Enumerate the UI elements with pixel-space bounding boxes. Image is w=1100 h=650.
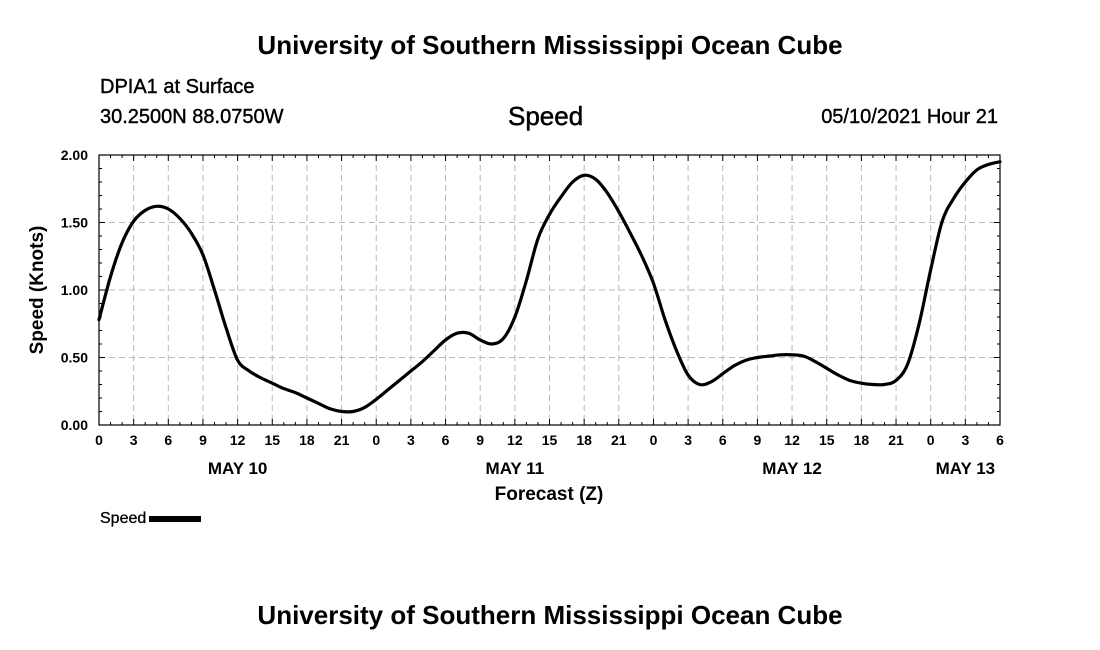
- y-tick-label: 2.00: [61, 147, 88, 163]
- station-label: DPIA1 at Surface: [100, 76, 255, 98]
- x-date-label: MAY 12: [762, 459, 822, 478]
- x-tick-label: 6: [442, 432, 450, 448]
- x-tick-label: 6: [164, 432, 172, 448]
- x-axis-label: Forecast (Z): [495, 484, 604, 505]
- x-tick-label: 0: [95, 432, 103, 448]
- x-tick-label: 12: [784, 432, 800, 448]
- x-tick-label: 21: [888, 432, 904, 448]
- x-tick-label: 18: [854, 432, 870, 448]
- x-tick-label: 18: [576, 432, 592, 448]
- x-tick-label: 15: [264, 432, 280, 448]
- axis-ticks: 0 3 6 9 12 15 18 21 0 3 6 9 12 15 18 21 0 3 6 9 12 15 18 21 0 3 6 0…: [61, 147, 1004, 478]
- x-tick-label: 0: [372, 432, 380, 448]
- y-tick-label: 0.50: [61, 350, 88, 366]
- y-tick-label: 1.00: [61, 282, 88, 298]
- x-tick-label: 12: [230, 432, 246, 448]
- series-line-speed: [97, 160, 1002, 414]
- forecast-datetime: 05/10/2021 Hour 21: [821, 106, 998, 128]
- x-tick-label: 15: [542, 432, 558, 448]
- legend-label: Speed: [100, 510, 147, 527]
- x-date-label: MAY 11: [486, 459, 545, 478]
- x-tick-label: 0: [650, 432, 658, 448]
- x-tick-label: 21: [334, 432, 350, 448]
- series-layer: [97, 160, 1002, 414]
- x-tick-label: 21: [611, 432, 627, 448]
- x-tick-label: 0: [927, 432, 935, 448]
- legend: Speed: [100, 510, 202, 528]
- x-date-label: MAY 13: [936, 459, 996, 478]
- footer-title: University of Southern Mississippi Ocean…: [257, 600, 843, 630]
- coordinates-label: 30.2500N 88.0750W: [100, 106, 284, 128]
- y-axis-label: Speed (Knots): [27, 226, 48, 355]
- page-title: University of Southern Mississippi Ocean…: [257, 30, 843, 60]
- x-tick-label: 15: [819, 432, 835, 448]
- x-tick-label: 3: [684, 432, 692, 448]
- x-date-label: MAY 10: [208, 459, 268, 478]
- x-tick-label: 3: [130, 432, 138, 448]
- y-tick-label: 0.00: [61, 417, 88, 433]
- x-tick-label: 12: [507, 432, 523, 448]
- x-tick-label: 18: [299, 432, 315, 448]
- legend-swatch: [149, 516, 202, 522]
- chart-title: Speed: [508, 101, 584, 132]
- x-tick-label: 9: [754, 432, 762, 448]
- x-tick-label: 3: [407, 432, 415, 448]
- x-tick-label: 9: [199, 432, 207, 448]
- grid: [99, 155, 1000, 425]
- x-tick-label: 3: [961, 432, 969, 448]
- x-tick-label: 9: [476, 432, 484, 448]
- y-tick-label: 1.50: [61, 215, 88, 231]
- x-tick-label: 6: [996, 432, 1004, 448]
- x-tick-label: 6: [719, 432, 727, 448]
